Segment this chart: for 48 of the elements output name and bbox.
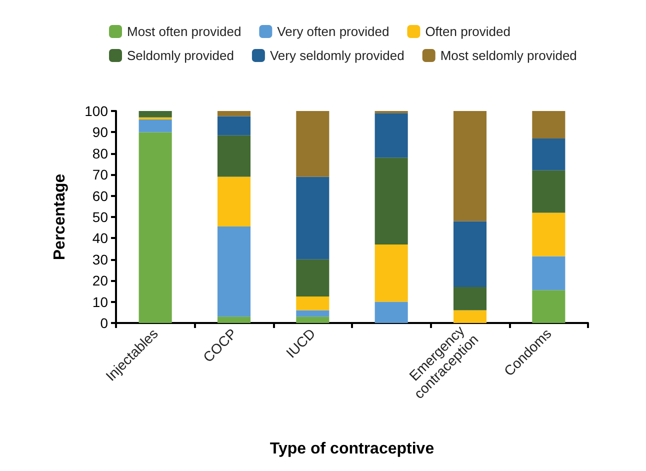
bar <box>532 290 566 323</box>
y-axis-title: Percentage <box>52 174 68 260</box>
y-tick-label: 0 <box>100 315 108 331</box>
bar <box>374 244 408 302</box>
bar <box>374 113 408 158</box>
bar <box>296 259 330 296</box>
bar <box>217 111 251 116</box>
bar <box>217 176 251 227</box>
x-axis-title: Type of contraceptive <box>270 440 434 458</box>
y-tick-label: 30 <box>92 251 108 268</box>
bar <box>296 316 330 323</box>
bar <box>217 226 251 317</box>
y-tick-label: 50 <box>92 209 108 225</box>
y-tick-label: 70 <box>92 166 108 183</box>
y-tick-label: 10 <box>92 294 108 310</box>
bar <box>217 135 251 177</box>
bar <box>217 116 251 136</box>
bar <box>532 138 566 170</box>
y-tick-label: 90 <box>92 124 108 140</box>
bar <box>138 132 172 323</box>
bar <box>532 212 566 256</box>
y-tick-label: 20 <box>92 272 108 289</box>
bar <box>296 296 330 310</box>
bar <box>532 170 566 213</box>
bar <box>138 119 172 132</box>
bar <box>532 256 566 290</box>
bar <box>453 221 487 287</box>
legend-label: Most often provided <box>127 24 242 39</box>
y-tick-label: 100 <box>84 103 108 119</box>
legend-label: Often provided <box>425 24 510 39</box>
legend-label: Most seldomly provided <box>440 48 577 63</box>
bar <box>296 111 330 177</box>
bar <box>374 158 408 245</box>
y-tick-label: 60 <box>92 188 108 204</box>
legend-label: Very often provided <box>277 24 390 39</box>
y-tick-label: 40 <box>92 230 108 246</box>
bar <box>453 111 487 222</box>
bar <box>453 310 487 323</box>
bar <box>217 316 251 323</box>
bar <box>296 310 330 317</box>
bar <box>453 286 487 310</box>
legend-label: Seldomly provided <box>127 48 234 63</box>
bar <box>296 176 330 260</box>
y-tick-label: 80 <box>92 145 108 162</box>
bar <box>532 111 566 139</box>
legend-label: Very seldomly provided <box>270 48 404 63</box>
bar <box>374 302 408 323</box>
bar <box>138 111 172 118</box>
